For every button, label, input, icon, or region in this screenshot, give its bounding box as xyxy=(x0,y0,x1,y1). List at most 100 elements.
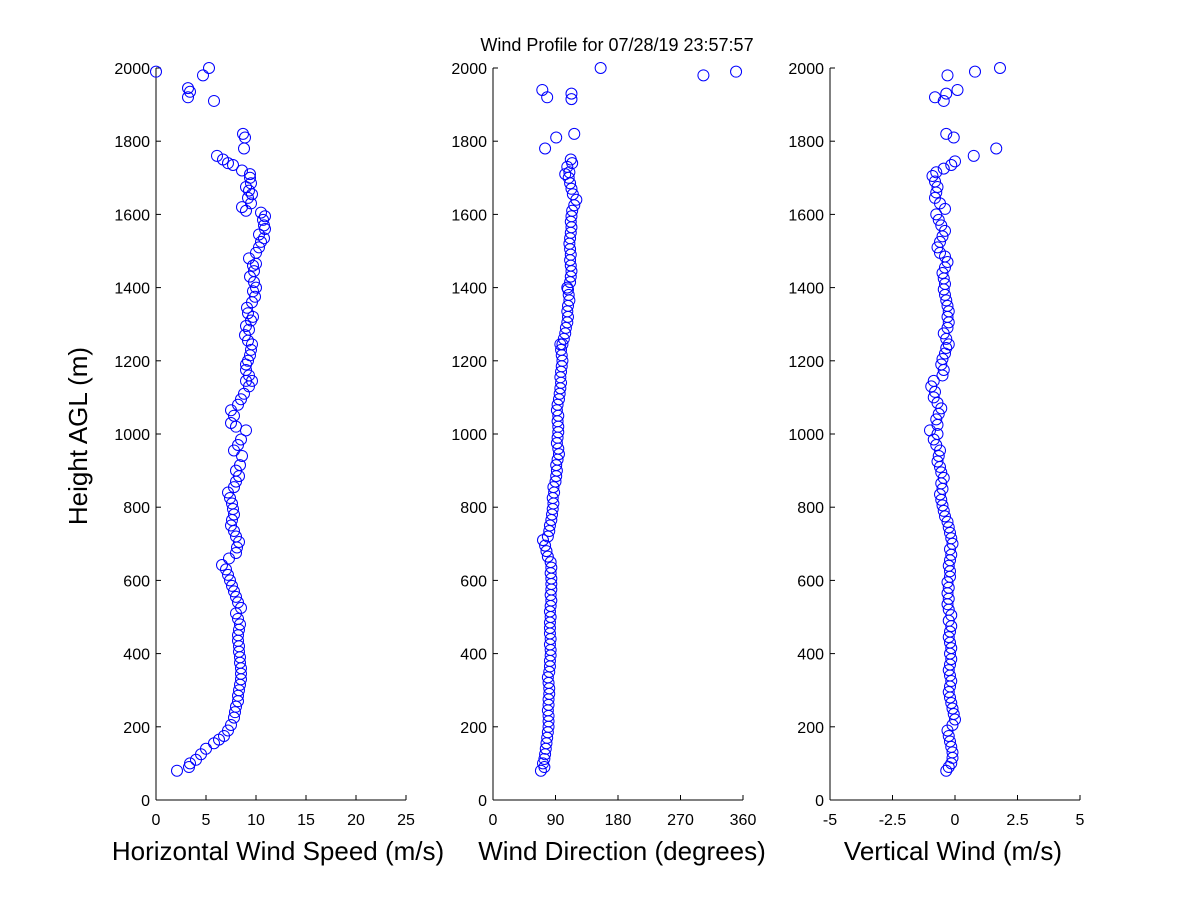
direction-x-tick-label: 360 xyxy=(730,812,757,829)
speed-y-tick-label: 800 xyxy=(123,500,150,517)
speed-data-point xyxy=(233,535,245,548)
vertical-x-tick-label: -5 xyxy=(823,812,837,829)
speed-data-point xyxy=(225,417,237,430)
direction-data-point xyxy=(562,288,575,301)
vertical-data-point xyxy=(935,466,948,479)
vertical-data-point xyxy=(945,740,958,753)
vertical-data-point xyxy=(936,266,949,279)
vertical-x-tick-label: 5 xyxy=(1076,812,1085,829)
vertical-data-point xyxy=(949,713,961,726)
speed-data-point xyxy=(227,158,239,171)
vertical-data-point xyxy=(946,537,959,550)
vertical-data-point xyxy=(942,521,955,534)
vertical-data-point xyxy=(931,180,944,193)
vertical-data-point xyxy=(930,166,943,179)
vertical-data-point xyxy=(927,391,940,404)
direction-y-tick-label: 2000 xyxy=(451,61,487,78)
vertical-data-point xyxy=(926,169,939,182)
speed-data-point xyxy=(232,612,244,625)
speed-data-point xyxy=(243,369,255,382)
direction-data-point xyxy=(565,87,578,100)
vertical-y-tick-label: 800 xyxy=(797,500,824,517)
speed-data-point xyxy=(224,574,236,587)
y-axis-label: Height AGL (m) xyxy=(63,347,93,525)
vertical-data-point xyxy=(944,526,956,539)
speed-data-point xyxy=(228,409,240,422)
vertical-data-point xyxy=(929,191,941,204)
direction-data-point xyxy=(550,459,563,472)
vertical-y-tick-label: 1000 xyxy=(788,427,824,444)
speed-data-point xyxy=(235,601,247,614)
vertical-data-point xyxy=(969,65,981,78)
vertical-data-point xyxy=(945,642,958,655)
speed-y-tick-label: 1400 xyxy=(114,281,150,298)
direction-data-point xyxy=(537,757,549,770)
speed-data-point xyxy=(182,91,194,104)
direction-data-point xyxy=(568,127,581,140)
speed-y-tick-label: 0 xyxy=(141,793,150,810)
direction-y-tick-label: 1200 xyxy=(451,354,487,371)
vertical-data-point xyxy=(942,631,955,644)
vertical-data-point xyxy=(937,504,950,517)
speed-data-point xyxy=(224,492,236,505)
direction-y-tick-label: 1400 xyxy=(451,281,487,298)
speed-data-point xyxy=(228,481,240,494)
speed-data-point xyxy=(229,706,241,719)
speed-data-point xyxy=(249,290,261,303)
vertical-x-tick-label: 2.5 xyxy=(1006,812,1028,829)
vertical-y-tick-label: 2000 xyxy=(788,61,824,78)
speed-data-point xyxy=(197,69,209,82)
vertical-data-point xyxy=(947,131,960,144)
vertical-y-tick-label: 1400 xyxy=(788,281,824,298)
speed-data-point xyxy=(250,281,262,294)
speed-data-point xyxy=(244,171,256,184)
direction-x-tick-label: 90 xyxy=(547,812,565,829)
panel-vertical: 0 200 400 600 800 1000 1200 1400 1600 1800 2000 -5 -… xyxy=(788,61,1084,866)
speed-data-point xyxy=(237,127,249,140)
vertical-y-tick-label: 1800 xyxy=(788,134,824,151)
direction-y-tick-label: 0 xyxy=(478,793,487,810)
vertical-data-point xyxy=(930,208,943,221)
vertical-data-point xyxy=(935,219,948,232)
vertical-data-point xyxy=(931,428,944,440)
direction-data-point xyxy=(544,556,557,569)
vertical-data-point xyxy=(940,764,953,777)
speed-data-point xyxy=(234,618,246,631)
direction-data-point xyxy=(545,561,558,574)
speed-data-point xyxy=(258,219,270,232)
speed-data-point xyxy=(235,433,247,446)
vertical-data-point xyxy=(941,299,954,312)
direction-data-point xyxy=(730,65,743,78)
vertical-data-point xyxy=(925,380,938,393)
vertical-data-point xyxy=(937,94,950,107)
direction-data-point xyxy=(697,69,710,82)
direction-y-tick-label: 1600 xyxy=(451,207,487,224)
speed-x-axis-label: Horizontal Wind Speed (m/s) xyxy=(112,836,444,866)
vertical-data-point xyxy=(967,149,980,162)
vertical-y-tick-label: 200 xyxy=(797,720,824,737)
speed-data-point xyxy=(220,563,232,576)
vertical-data-point xyxy=(945,609,958,622)
panel-direction: 0 200 400 600 800 1000 1200 1400 1600 1800 2000 0 90… xyxy=(451,61,765,866)
speed-data-point xyxy=(255,235,267,248)
speed-y-tick-label: 400 xyxy=(123,647,150,664)
vertical-data-point xyxy=(994,62,1006,74)
vertical-y-tick-label: 1200 xyxy=(788,354,824,371)
vertical-data-point xyxy=(942,305,955,318)
direction-data-point xyxy=(538,753,551,766)
speed-data-point xyxy=(230,530,242,543)
speed-data-point xyxy=(203,62,215,74)
speed-data-point xyxy=(243,184,255,197)
vertical-data-point xyxy=(951,83,964,96)
direction-y-tick-label: 400 xyxy=(460,647,487,664)
speed-data-point xyxy=(217,153,229,166)
direction-y-tick-label: 600 xyxy=(460,573,487,590)
vertical-data-point xyxy=(939,277,951,290)
speed-data-point xyxy=(228,585,240,598)
vertical-data-point xyxy=(945,697,958,710)
speed-x-tick-label: 5 xyxy=(202,812,211,829)
speed-data-point xyxy=(259,210,271,223)
direction-data-point xyxy=(536,83,549,96)
speed-data-point xyxy=(245,197,257,210)
